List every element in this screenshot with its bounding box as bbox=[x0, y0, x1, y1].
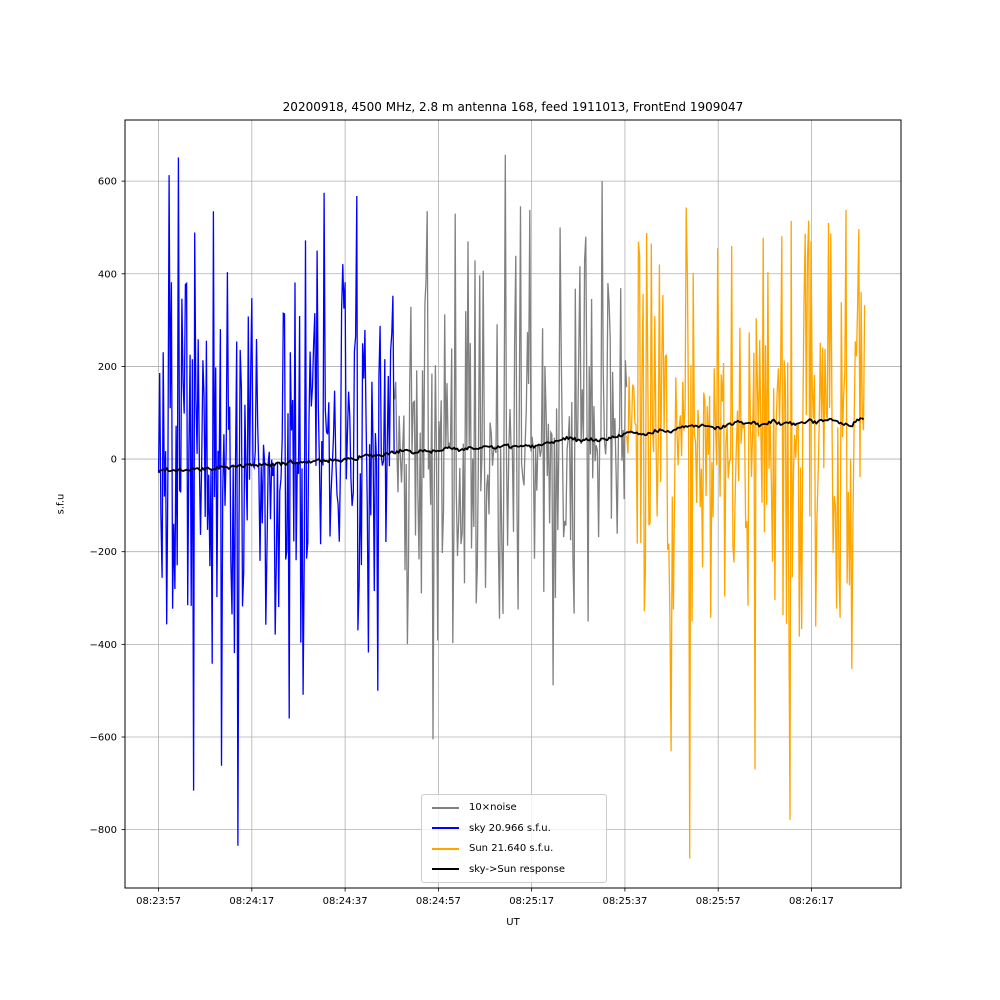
legend-label-noise: 10×noise bbox=[469, 802, 517, 813]
noise-line-swatch bbox=[432, 806, 459, 809]
x-tick-label: 08:23:57 bbox=[136, 896, 181, 907]
sky-line-swatch bbox=[432, 827, 459, 830]
y-tick-label: −400 bbox=[90, 640, 117, 651]
response-line-swatch bbox=[432, 868, 459, 871]
series-sun-path bbox=[626, 207, 866, 859]
legend-label-sky: sky 20.966 s.f.u. bbox=[469, 822, 551, 834]
legend: 10×noise sky 20.966 s.f.u. Sun 21.640 s.… bbox=[421, 794, 607, 883]
y-tick-label: 0 bbox=[111, 455, 117, 466]
sun-line-swatch bbox=[432, 847, 459, 850]
x-tick-label: 08:25:57 bbox=[696, 896, 741, 907]
legend-entry-response: sky->Sun response bbox=[432, 864, 596, 875]
x-tick-label: 08:26:17 bbox=[789, 896, 834, 907]
x-axis-label: UT bbox=[506, 917, 520, 928]
y-tick-label: −600 bbox=[90, 732, 117, 743]
y-tick-label: 200 bbox=[98, 362, 117, 373]
legend-label-response: sky->Sun response bbox=[469, 863, 565, 875]
x-tick-label: 08:24:57 bbox=[416, 896, 461, 907]
series-sky-path bbox=[157, 157, 395, 846]
legend-label-sun: Sun 21.640 s.f.u. bbox=[469, 843, 554, 855]
axes-frame bbox=[124, 119, 902, 889]
y-tick-label: −800 bbox=[90, 825, 117, 836]
chart-title: 20200918, 4500 MHz, 2.8 m antenna 168, f… bbox=[282, 100, 744, 114]
legend-entry-sky: sky 20.966 s.f.u. bbox=[432, 823, 596, 834]
series-response-path bbox=[157, 417, 865, 474]
y-tick-label: 400 bbox=[98, 269, 117, 280]
legend-entry-noise: 10×noise bbox=[432, 802, 596, 813]
x-tick-label: 08:24:37 bbox=[323, 896, 368, 907]
y-tick-label: −200 bbox=[90, 547, 117, 558]
y-tick-label: 600 bbox=[98, 177, 117, 188]
x-tick-label: 08:25:17 bbox=[509, 896, 554, 907]
x-tick-label: 08:24:17 bbox=[229, 896, 274, 907]
series-noise-path bbox=[393, 154, 628, 740]
x-tick-label: 08:25:37 bbox=[602, 896, 647, 907]
y-axis-label: s.f.u bbox=[55, 493, 67, 515]
legend-entry-sun: Sun 21.640 s.f.u. bbox=[432, 843, 596, 854]
